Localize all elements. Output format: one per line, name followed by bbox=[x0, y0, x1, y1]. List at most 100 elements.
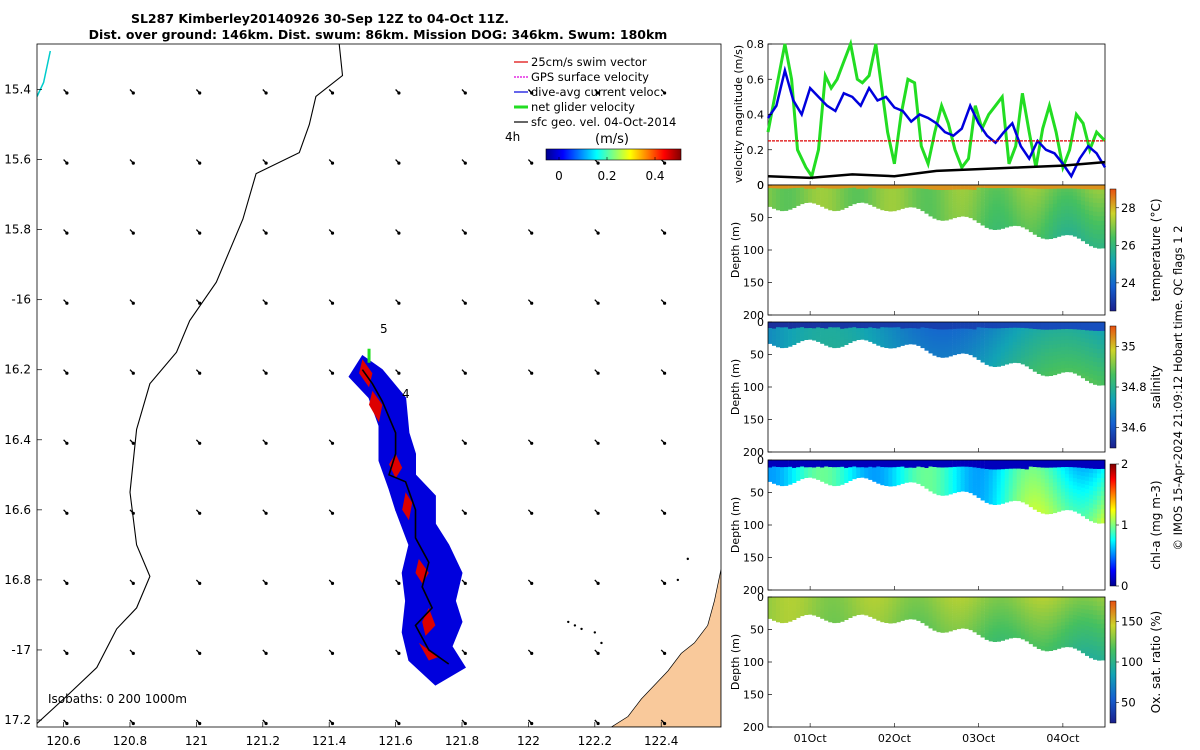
section-cell bbox=[992, 359, 997, 364]
section-cell bbox=[932, 343, 937, 347]
section-cell bbox=[968, 490, 973, 494]
section-cell bbox=[1072, 361, 1078, 367]
section-cell bbox=[952, 201, 957, 205]
section-cell bbox=[900, 188, 905, 191]
section-cell bbox=[824, 341, 829, 345]
section-cell bbox=[960, 616, 965, 620]
section-cell bbox=[796, 197, 801, 201]
section-cell bbox=[1080, 369, 1086, 375]
section-cell bbox=[860, 331, 865, 334]
section-cell bbox=[1085, 234, 1090, 240]
section-cell bbox=[1000, 346, 1005, 351]
section-cell bbox=[832, 331, 837, 334]
section-cell bbox=[932, 203, 937, 207]
section-cell bbox=[1024, 194, 1030, 199]
section-cell bbox=[780, 616, 785, 620]
section-cell bbox=[772, 336, 777, 340]
section-cell bbox=[1076, 230, 1082, 235]
section-cell bbox=[876, 341, 881, 345]
section-cell bbox=[1089, 627, 1094, 633]
section-cell bbox=[788, 188, 793, 191]
section-cell bbox=[768, 478, 773, 481]
section-cell bbox=[896, 200, 901, 204]
section-cell bbox=[772, 460, 777, 463]
section-cell bbox=[860, 611, 865, 614]
section-cell bbox=[924, 206, 929, 210]
section-cell bbox=[772, 598, 777, 602]
section-cell bbox=[968, 342, 973, 346]
section-cell bbox=[936, 482, 941, 486]
section-cell bbox=[792, 608, 797, 611]
section-cell bbox=[880, 193, 885, 197]
section-cell bbox=[816, 598, 821, 601]
section-cell bbox=[1044, 597, 1050, 602]
section-cell bbox=[1028, 479, 1034, 484]
section-cell bbox=[1004, 348, 1009, 353]
section-cell bbox=[808, 475, 813, 478]
speed-colorbar-tick-0: 0 bbox=[555, 169, 563, 183]
section-cell bbox=[1101, 460, 1106, 466]
section-cell bbox=[1060, 350, 1066, 355]
section-cell bbox=[992, 469, 997, 474]
section-cell bbox=[880, 342, 885, 346]
section-cell bbox=[916, 189, 921, 193]
section-cell bbox=[1024, 497, 1030, 502]
section-cell bbox=[852, 467, 857, 470]
current-vector-head bbox=[65, 441, 69, 445]
section-cell bbox=[944, 599, 949, 603]
section-cell bbox=[984, 185, 989, 189]
section-ytick-label: 200 bbox=[743, 584, 764, 597]
section-cell bbox=[812, 462, 817, 465]
section-cell bbox=[788, 186, 793, 190]
section-cell bbox=[1056, 369, 1062, 374]
section-cell bbox=[816, 611, 821, 615]
section-cell bbox=[852, 477, 857, 480]
section-cell bbox=[1076, 359, 1082, 365]
section-cell bbox=[992, 600, 997, 605]
section-cell bbox=[788, 475, 793, 478]
section-cell bbox=[1024, 615, 1030, 620]
island bbox=[580, 627, 583, 631]
section-cell bbox=[1048, 325, 1054, 331]
section-cell bbox=[1089, 511, 1094, 517]
section-cell bbox=[1020, 188, 1026, 192]
section-cell bbox=[900, 615, 905, 618]
section-cell bbox=[936, 487, 941, 491]
section-cell bbox=[920, 329, 925, 332]
section-cell bbox=[884, 343, 889, 347]
section-cell bbox=[856, 598, 861, 601]
section-cell bbox=[960, 343, 965, 347]
current-vector-head bbox=[65, 91, 69, 95]
section-cell bbox=[952, 476, 957, 480]
section-cell bbox=[1032, 230, 1038, 235]
section-cell bbox=[852, 600, 857, 604]
section-cell bbox=[1004, 357, 1009, 362]
section-cell bbox=[1093, 193, 1098, 199]
section-cell bbox=[848, 599, 853, 603]
section-cell bbox=[992, 188, 997, 193]
section-cell bbox=[856, 337, 861, 340]
section-cell bbox=[972, 344, 977, 348]
section-cell bbox=[808, 334, 813, 337]
section-cell bbox=[828, 200, 833, 204]
current-vector-head bbox=[330, 231, 335, 235]
section-cell bbox=[928, 486, 933, 490]
current-vector-head bbox=[198, 511, 202, 515]
speed-colorbar: (m/s) 0 0.2 0.4 bbox=[545, 132, 682, 183]
section-cell bbox=[836, 192, 841, 195]
section-cell bbox=[904, 334, 909, 337]
section-cell bbox=[964, 625, 969, 629]
section-cell bbox=[852, 611, 857, 614]
section-cell bbox=[784, 204, 789, 208]
section-cell bbox=[984, 355, 989, 359]
section-cell bbox=[824, 615, 829, 618]
section-cell bbox=[1004, 608, 1009, 613]
section-cell bbox=[896, 602, 901, 605]
section-cell bbox=[1076, 203, 1082, 209]
section-cell bbox=[904, 340, 909, 344]
section-cell bbox=[948, 460, 953, 464]
section-cell bbox=[776, 325, 781, 329]
section-cell bbox=[944, 214, 949, 218]
section-cell bbox=[1024, 469, 1030, 474]
section-cell bbox=[808, 323, 813, 326]
